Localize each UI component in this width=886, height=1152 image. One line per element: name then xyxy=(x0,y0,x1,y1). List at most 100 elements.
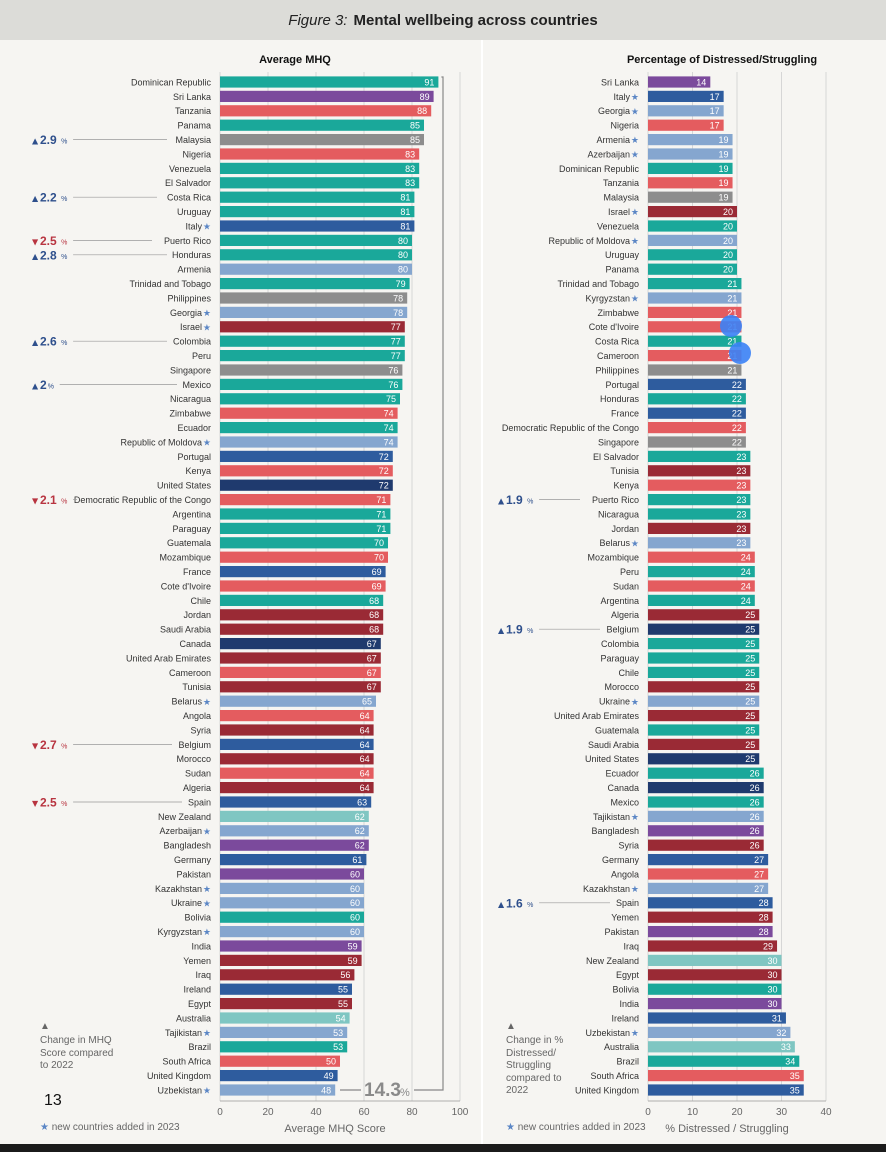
mhq-category-label: South Africa xyxy=(162,1057,211,1067)
mhq-bar-australia xyxy=(220,1012,350,1024)
mhq-x-tick-label: 60 xyxy=(358,1107,370,1118)
mhq-bar-syria xyxy=(220,724,374,736)
mhq-category-label: Tajikistan xyxy=(165,1028,202,1038)
mhq-category-label: Sri Lanka xyxy=(173,92,211,102)
mhq-change-value: 2.5 xyxy=(40,234,57,248)
distress-bar-portugal xyxy=(648,378,746,390)
mhq-bar-spain xyxy=(220,796,372,808)
distress-x-tick-label: 30 xyxy=(776,1107,788,1118)
distress-data-label: 25 xyxy=(745,754,755,764)
mhq-data-label: 68 xyxy=(369,596,379,606)
distress-category-label: El Salvador xyxy=(593,452,639,462)
mhq-bar-uruguay xyxy=(220,206,415,218)
distress-data-label: 20 xyxy=(723,236,733,246)
distress-category-label: Democratic Republic of the Congo xyxy=(502,423,639,433)
distress-change-value: 1.9 xyxy=(506,493,523,507)
distress-data-label: 32 xyxy=(776,1028,786,1038)
distress-category-label: Saudi Arabia xyxy=(588,740,639,750)
mhq-data-label: 60 xyxy=(350,927,360,937)
distress-category-label: Singapore xyxy=(598,437,639,447)
mhq-bar-algeria xyxy=(220,782,374,794)
distress-category-label: Guatemala xyxy=(595,725,639,735)
panel-divider xyxy=(481,40,483,1144)
mhq-category-label: Bolivia xyxy=(184,913,211,923)
distress-category-label: Ecuador xyxy=(605,769,639,779)
mhq-data-label: 71 xyxy=(376,524,386,534)
mhq-category-label: France xyxy=(183,567,211,577)
distress-data-label: 35 xyxy=(790,1085,800,1095)
mhq-category-label: Australia xyxy=(176,1013,211,1023)
mhq-bar-kazakhstan xyxy=(220,882,364,894)
mhq-change-unit: % xyxy=(48,383,54,390)
distress-data-label: 28 xyxy=(759,927,769,937)
mhq-category-label: Dominican Republic xyxy=(131,77,212,87)
mhq-data-label: 78 xyxy=(393,308,403,318)
mhq-data-label: 81 xyxy=(400,193,410,203)
mhq-change-value: 2.5 xyxy=(40,796,57,810)
distress-bar-tajikistan xyxy=(648,810,764,822)
distress-data-label: 26 xyxy=(750,769,760,779)
mhq-bar-ukraine xyxy=(220,897,364,909)
distress-data-label: 30 xyxy=(767,970,777,980)
distress-new-country-star-icon: ★ xyxy=(631,698,639,708)
page-number: 13 xyxy=(44,1092,62,1109)
mhq-bar-colombia xyxy=(220,335,405,347)
mhq-bar-jordan xyxy=(220,609,384,621)
mhq-category-label: Uzbekistan xyxy=(157,1085,202,1095)
distress-bar-spain xyxy=(648,897,773,909)
mhq-data-label: 71 xyxy=(376,495,386,505)
mhq-category-label: Tanzania xyxy=(175,106,211,116)
distress-category-label: Nicaragua xyxy=(598,509,639,519)
mhq-data-label: 75 xyxy=(386,394,396,404)
distress-data-label: 21 xyxy=(727,308,737,318)
mhq-category-label: Singapore xyxy=(170,365,211,375)
distress-bar-kyrgyzstan xyxy=(648,292,742,304)
distress-category-label: Sudan xyxy=(613,581,639,591)
distress-bar-brazil xyxy=(648,1055,800,1067)
mhq-bar-philippines xyxy=(220,292,408,304)
distress-category-label: Morocco xyxy=(604,682,639,692)
mhq-category-label: Belarus xyxy=(171,697,202,707)
mhq-category-label: Honduras xyxy=(172,250,212,260)
mhq-change-value: 2.9 xyxy=(40,133,57,147)
mhq-category-label: El Salvador xyxy=(165,178,211,188)
mhq-new-country-star-icon: ★ xyxy=(203,928,211,938)
mhq-bar-italy xyxy=(220,220,415,232)
mhq-bar-kenya xyxy=(220,465,393,477)
mhq-bar-kyrgyzstan xyxy=(220,926,364,938)
distress-data-label: 23 xyxy=(736,538,746,548)
mhq-bar-new-zealand xyxy=(220,810,369,822)
mhq-data-label: 59 xyxy=(348,956,358,966)
mhq-overall-change-bracket xyxy=(414,76,444,1091)
figure-title-bar: Figure 3: Mental wellbeing across countr… xyxy=(0,0,886,40)
mhq-change-unit: % xyxy=(61,139,67,146)
distress-bar-el-salvador xyxy=(648,450,751,462)
mhq-category-label: Panama xyxy=(177,121,211,131)
mhq-bar-georgia xyxy=(220,306,408,318)
distress-category-label: Peru xyxy=(620,567,639,577)
distress-bar-philippines xyxy=(648,364,742,376)
distress-data-label: 23 xyxy=(736,452,746,462)
distress-bar-algeria xyxy=(648,609,760,621)
mhq-bar-angola xyxy=(220,710,374,722)
distress-data-label: 20 xyxy=(723,265,733,275)
distress-data-label: 19 xyxy=(719,193,729,203)
distress-bar-honduras xyxy=(648,393,746,405)
distress-category-label: Panama xyxy=(605,265,639,275)
distress-data-label: 20 xyxy=(723,207,733,217)
mhq-data-label: 68 xyxy=(369,610,379,620)
mhq-data-label: 60 xyxy=(350,884,360,894)
distress-data-label: 21 xyxy=(727,365,737,375)
distress-bar-united-kingdom xyxy=(648,1084,804,1096)
distress-category-label: India xyxy=(619,999,639,1009)
mhq-category-label: Georgia xyxy=(170,308,202,318)
distress-data-label: 24 xyxy=(741,596,751,606)
mhq-new-country-star-icon: ★ xyxy=(203,827,211,837)
mhq-bar-pakistan xyxy=(220,868,364,880)
distress-new-country-star-icon: ★ xyxy=(631,885,639,895)
distress-category-label: Trinidad and Tobago xyxy=(557,279,639,289)
distress-data-label: 24 xyxy=(741,581,751,591)
distress-x-tick-label: 40 xyxy=(820,1107,832,1118)
distress-bar-costa-rica xyxy=(648,335,742,347)
mhq-data-label: 69 xyxy=(372,567,382,577)
